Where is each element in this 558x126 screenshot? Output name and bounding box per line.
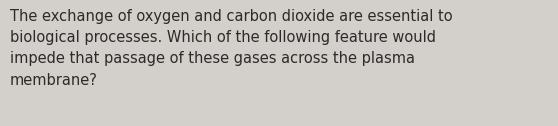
Text: The exchange of oxygen and carbon dioxide are essential to
biological processes.: The exchange of oxygen and carbon dioxid… bbox=[10, 9, 453, 88]
